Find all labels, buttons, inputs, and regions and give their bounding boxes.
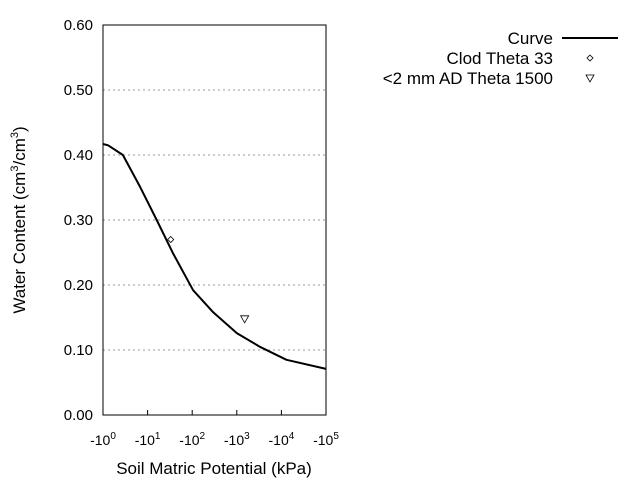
x-tick-label: -101 [135,431,161,448]
legend-label-curve: Curve [508,29,553,48]
legend-label-clod: Clod Theta 33 [447,49,553,68]
grid [103,89,326,351]
x-tick-label: -102 [179,431,205,448]
diamond-point [167,235,175,244]
x-axis-ticks: -100 -101 -102 -103 -104 -105 [90,410,339,448]
y-tick-label: 0.20 [64,277,93,294]
y-tick-label: 0.40 [64,147,93,164]
curve-layer [102,143,327,370]
x-tick-label: -104 [269,431,295,448]
x-tick-label: -103 [224,431,250,448]
x-tick-label: -105 [313,431,339,448]
y-tick-label: 0.30 [64,212,93,229]
legend: Curve Clod Theta 33 <2 mm AD Theta 1500 [383,29,618,88]
x-axis-label: Soil Matric Potential (kPa) [116,459,312,478]
y-axis-label: Water Content (cm3/cm3) [9,126,29,313]
y-tick-label: 0.50 [64,82,93,99]
y-tick-label: 0.10 [64,342,93,359]
x-tick-label: -100 [90,431,116,448]
triangle-down-point [239,315,250,324]
y-tick-label: 0.60 [64,17,93,34]
legend-marker-triangle [585,74,595,83]
legend-marker-diamond [586,54,594,62]
y-tick-label: 0.00 [64,407,93,424]
plot-frame [102,24,327,416]
legend-label-ad: <2 mm AD Theta 1500 [383,69,553,88]
curve-line [102,143,327,370]
y-axis-ticks: 0.00 0.10 0.20 0.30 0.40 0.50 0.60 [64,17,93,424]
